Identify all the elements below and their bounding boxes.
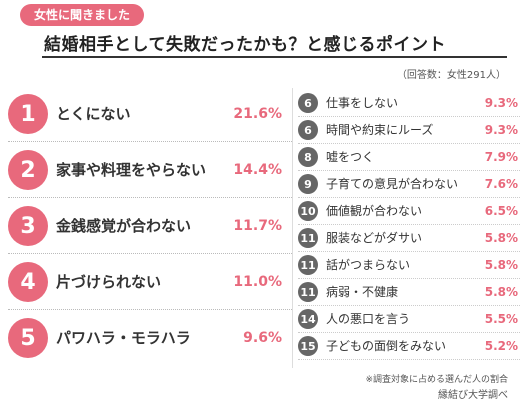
row-separator (298, 170, 520, 171)
row-separator (298, 359, 520, 360)
rank-badge: 4 (8, 262, 48, 302)
item-percentage: 11.0% (233, 274, 282, 290)
item-percentage: 6.5% (484, 204, 518, 218)
survey-tag: 女性に聞きました (20, 4, 145, 26)
ranking-row: 14 人の悪口を言う 5.5% (298, 308, 520, 330)
item-percentage: 5.2% (484, 339, 518, 353)
ranking-row: 2 家事や料理をやらない 14.4% (8, 150, 292, 190)
chart-title: 結婚相手として失敗だったかも？と感じるポイント (44, 35, 446, 55)
respondent-count: （回答数：女性291人） (396, 70, 506, 81)
source-credit: 縁結び大学調べ (438, 390, 508, 401)
item-percentage: 9.3% (484, 96, 518, 110)
ranking-row: 5 パワハラ・モラハラ 9.6% (8, 318, 292, 358)
item-label: 服装などがダサい (326, 231, 423, 245)
item-percentage: 21.6% (233, 106, 282, 122)
ranking-row: 1 とくにない 21.6% (8, 94, 292, 134)
rank-badge: 11 (298, 228, 318, 248)
item-percentage: 5.8% (484, 285, 518, 299)
row-separator (298, 332, 520, 333)
ranking-row: 11 服装などがダサい 5.8% (298, 227, 520, 249)
item-percentage: 5.5% (484, 312, 518, 326)
item-label: 金銭感覚が合わない (56, 217, 192, 235)
rank-badge: 3 (8, 206, 48, 246)
ranking-row: 4 片づけられない 11.0% (8, 262, 292, 302)
item-percentage: 7.6% (484, 177, 518, 191)
ranking-row: 6 仕事をしない 9.3% (298, 92, 520, 114)
row-separator (298, 305, 520, 306)
rank-badge: 14 (298, 309, 318, 329)
row-separator (298, 116, 520, 117)
item-percentage: 5.8% (484, 231, 518, 245)
ranking-row: 8 嘘をつく 7.9% (298, 146, 520, 168)
item-label: 時間や約束にルーズ (326, 123, 434, 137)
item-percentage: 9.6% (243, 330, 282, 346)
item-percentage: 14.4% (233, 162, 282, 178)
item-label: 人の悪口を言う (326, 312, 411, 326)
row-separator (298, 251, 520, 252)
rank-badge: 2 (8, 150, 48, 190)
item-percentage: 5.8% (484, 258, 518, 272)
row-separator (298, 278, 520, 279)
row-separator (298, 224, 520, 225)
ranking-row: 6 時間や約束にルーズ 9.3% (298, 119, 520, 141)
item-label: パワハラ・モラハラ (56, 329, 191, 347)
rank-badge: 5 (8, 318, 48, 358)
rank-badge: 11 (298, 282, 318, 302)
row-separator (298, 197, 520, 198)
row-separator (8, 309, 292, 310)
row-separator (8, 197, 292, 198)
item-label: 家事や料理をやらない (56, 161, 207, 179)
item-label: 仕事をしない (326, 96, 399, 110)
rank-badge: 15 (298, 336, 318, 356)
rank-badge: 1 (8, 94, 48, 134)
ranking-row: 3 金銭感覚が合わない 11.7% (8, 206, 292, 246)
footnote: ※調査対象に占める選んだ人の割合 (365, 375, 508, 385)
item-percentage: 7.9% (484, 150, 518, 164)
item-label: 子育ての意見が合わない (326, 177, 459, 191)
item-label: 片づけられない (56, 273, 162, 291)
item-label: 価値観が合わない (326, 204, 423, 218)
row-separator (8, 141, 292, 142)
rank-badge: 9 (298, 174, 318, 194)
item-label: 子どもの面倒をみない (326, 339, 447, 353)
ranking-row: 10 価値観が合わない 6.5% (298, 200, 520, 222)
rank-badge: 8 (298, 147, 318, 167)
rank-badge: 6 (298, 120, 318, 140)
row-separator (298, 143, 520, 144)
item-percentage: 9.3% (484, 123, 518, 137)
item-label: 病弱・不健康 (326, 285, 399, 299)
rank-badge: 10 (298, 201, 318, 221)
item-percentage: 11.7% (233, 218, 282, 234)
rank-badge: 6 (298, 93, 318, 113)
item-label: 嘘をつく (326, 150, 375, 164)
item-label: とくにない (56, 105, 131, 123)
title-underline (42, 56, 507, 58)
ranking-row: 15 子どもの面倒をみない 5.2% (298, 335, 520, 357)
ranking-row: 11 話がつまらない 5.8% (298, 254, 520, 276)
rank-badge: 11 (298, 255, 318, 275)
item-label: 話がつまらない (326, 258, 411, 272)
column-divider (292, 88, 293, 368)
ranking-row: 11 病弱・不健康 5.8% (298, 281, 520, 303)
row-separator (8, 253, 292, 254)
ranking-row: 9 子育ての意見が合わない 7.6% (298, 173, 520, 195)
